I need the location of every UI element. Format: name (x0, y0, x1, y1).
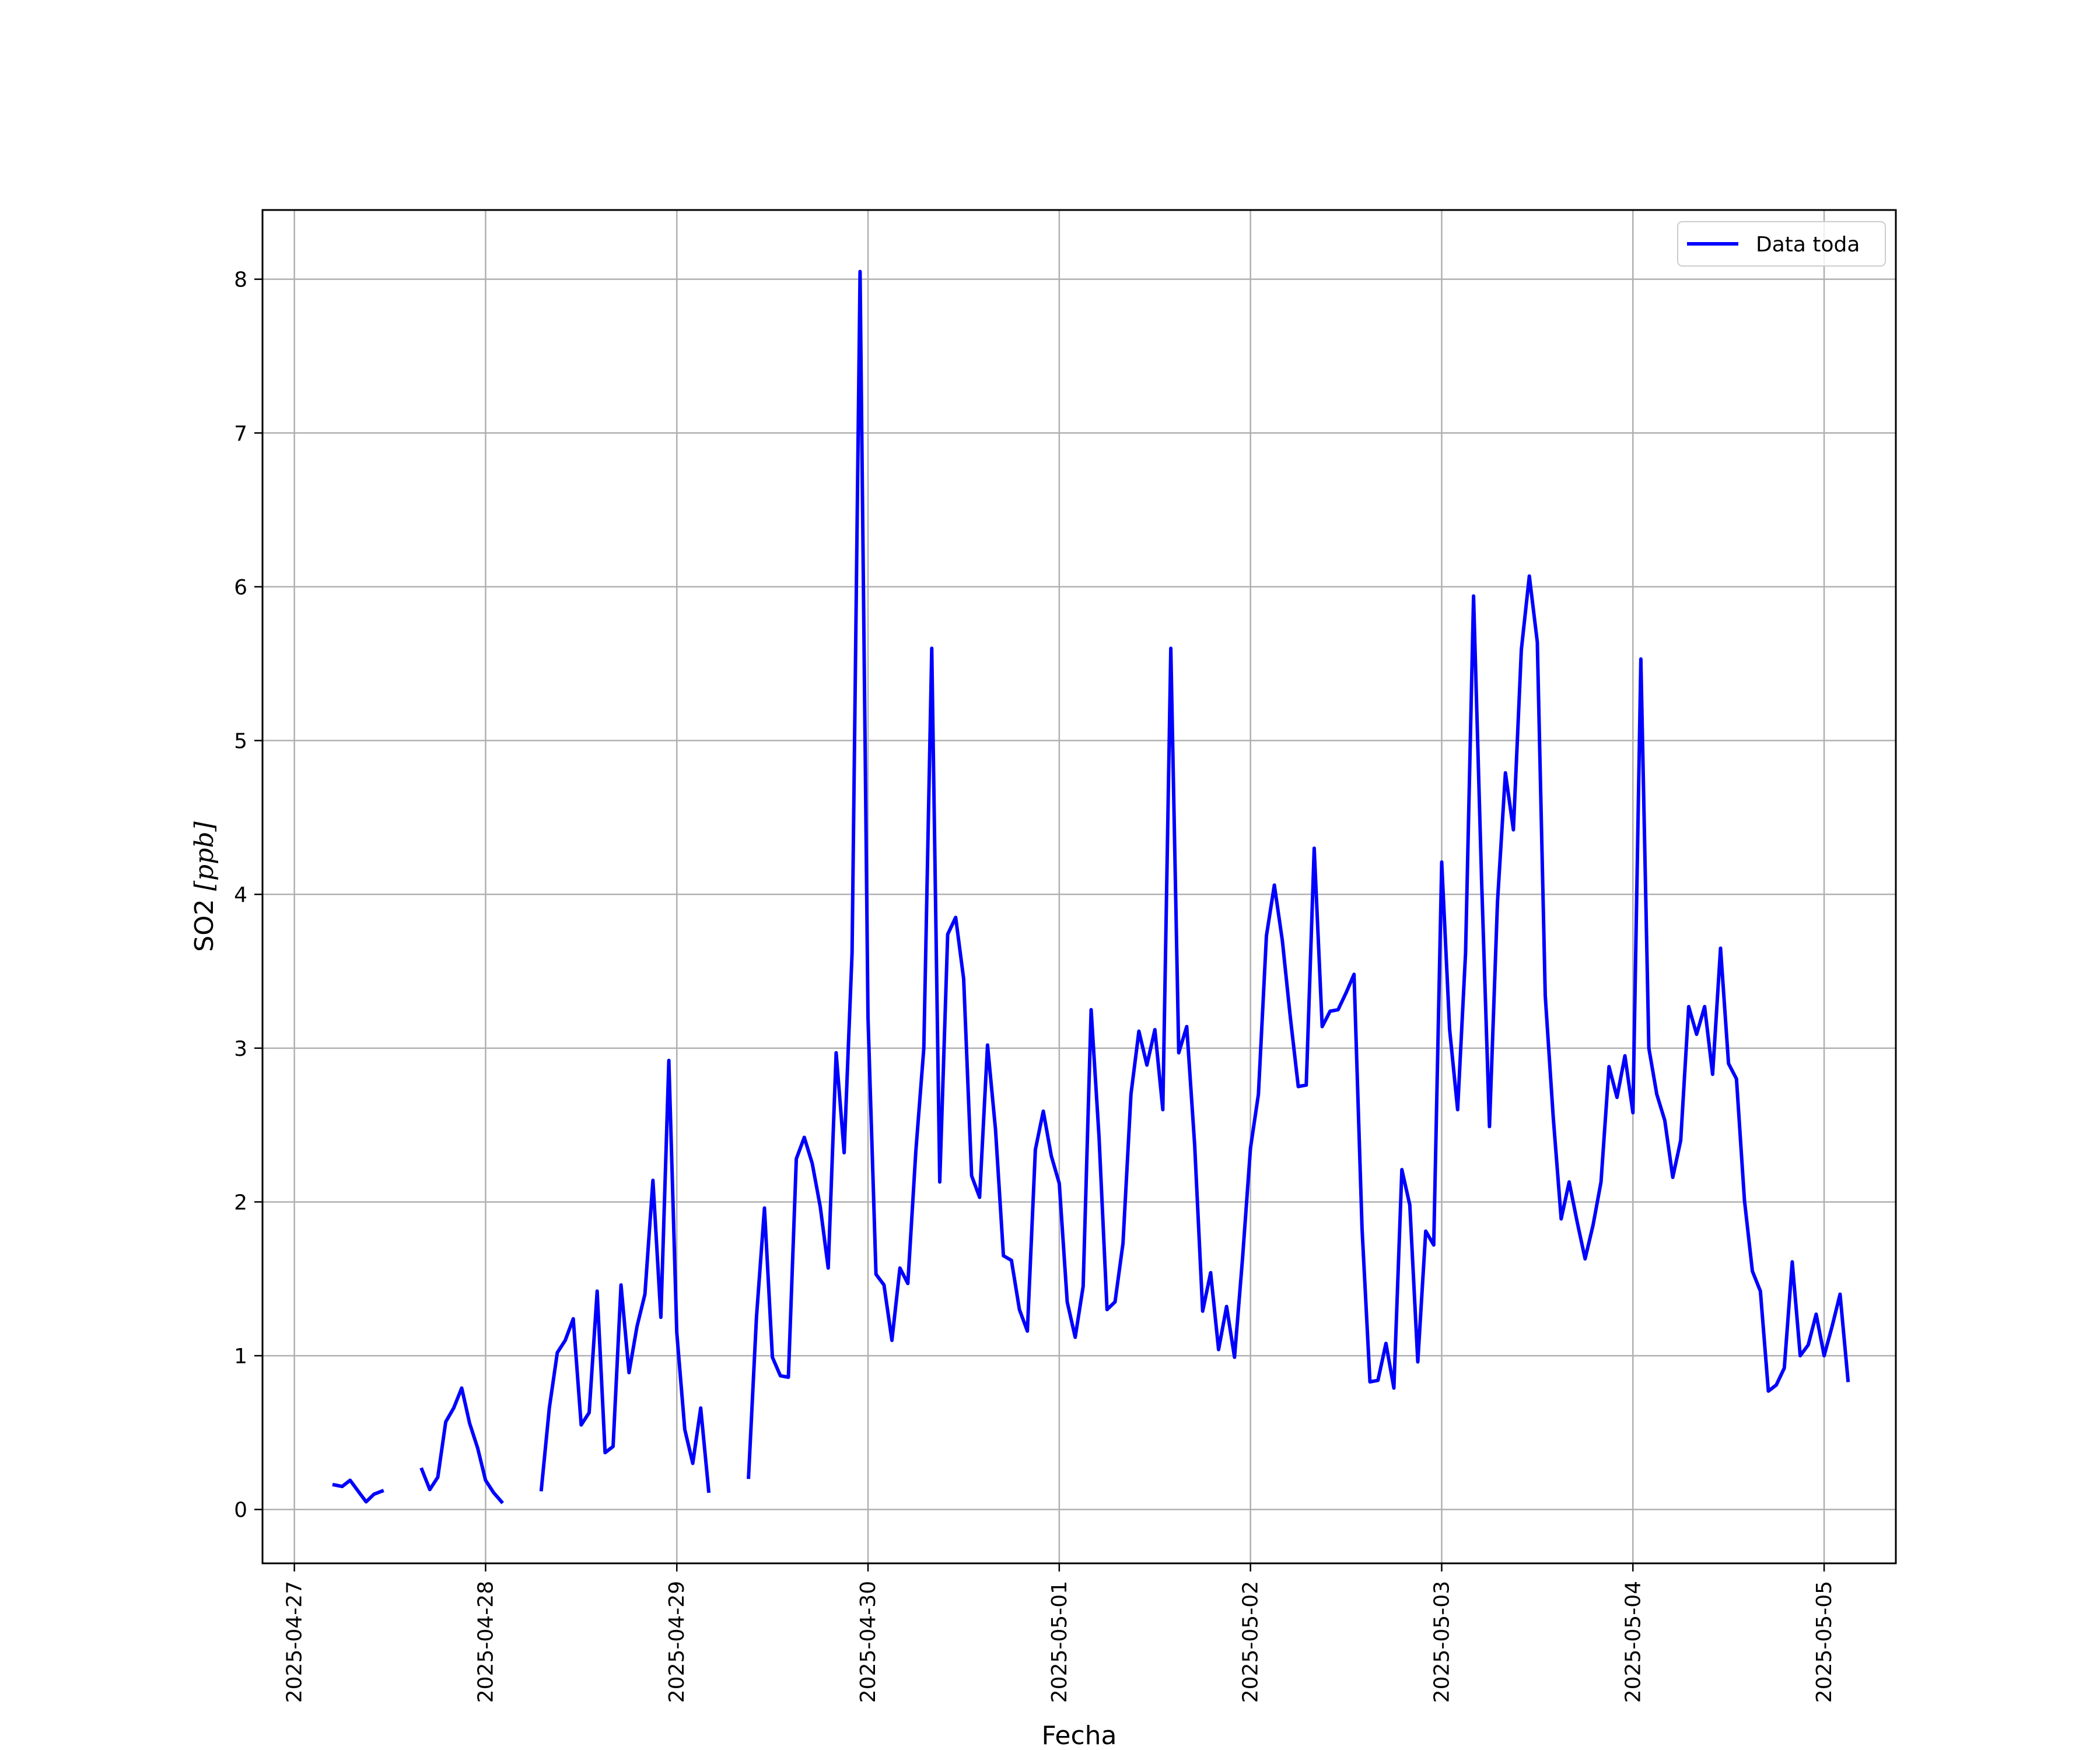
y-tick-label: 4 (234, 883, 247, 907)
series-line-segment-0 (747, 270, 1850, 1479)
legend: Data toda (1677, 221, 1886, 267)
plot-frame (261, 209, 1897, 1564)
legend-box (1677, 221, 1886, 267)
x-tick-label: 2025-05-02 (1239, 1581, 1263, 1703)
x-tick-label: 2025-05-05 (1812, 1581, 1836, 1703)
y-tick-label: 5 (234, 730, 247, 754)
x-tick-label: 2025-04-30 (856, 1581, 880, 1703)
x-tick-label: 2025-04-29 (665, 1581, 689, 1703)
y-axis-ticks: 0 1 2 3 4 5 6 7 8 (234, 268, 262, 1522)
y-axis-label-main: SO2 (190, 891, 219, 952)
series-line-segment-0 (539, 1058, 711, 1493)
legend-label-data-toda: Data toda (1756, 233, 1860, 257)
x-tick-label: 2025-04-28 (474, 1581, 498, 1703)
y-tick-label: 1 (234, 1345, 247, 1368)
x-tick-label: 2025-05-03 (1430, 1581, 1454, 1703)
x-axis-ticks: 2025-04-27 2025-04-28 2025-04-29 2025-04-30… (283, 1563, 1836, 1703)
x-tick-label: 2025-04-27 (283, 1581, 307, 1703)
y-tick-label: 8 (234, 268, 247, 292)
x-tick-label: 2025-05-01 (1048, 1581, 1072, 1703)
x-axis-label: Fecha (1041, 1721, 1116, 1750)
y-tick-label: 6 (234, 576, 247, 600)
x-tick-label: 2025-05-04 (1621, 1581, 1645, 1703)
y-axis-label: SO2 [ppb] (190, 821, 219, 951)
y-tick-label: 7 (234, 422, 247, 446)
series-line-segment-0 (332, 1478, 384, 1504)
y-tick-label: 2 (234, 1191, 247, 1214)
y-tick-label: 3 (234, 1037, 247, 1061)
series-lines (332, 270, 1850, 1504)
y-axis-label-unit: [ppb] (190, 821, 219, 891)
y-tick-label: 0 (234, 1499, 247, 1522)
grid-lines (262, 210, 1896, 1563)
series-line-segment-0 (419, 1386, 505, 1504)
